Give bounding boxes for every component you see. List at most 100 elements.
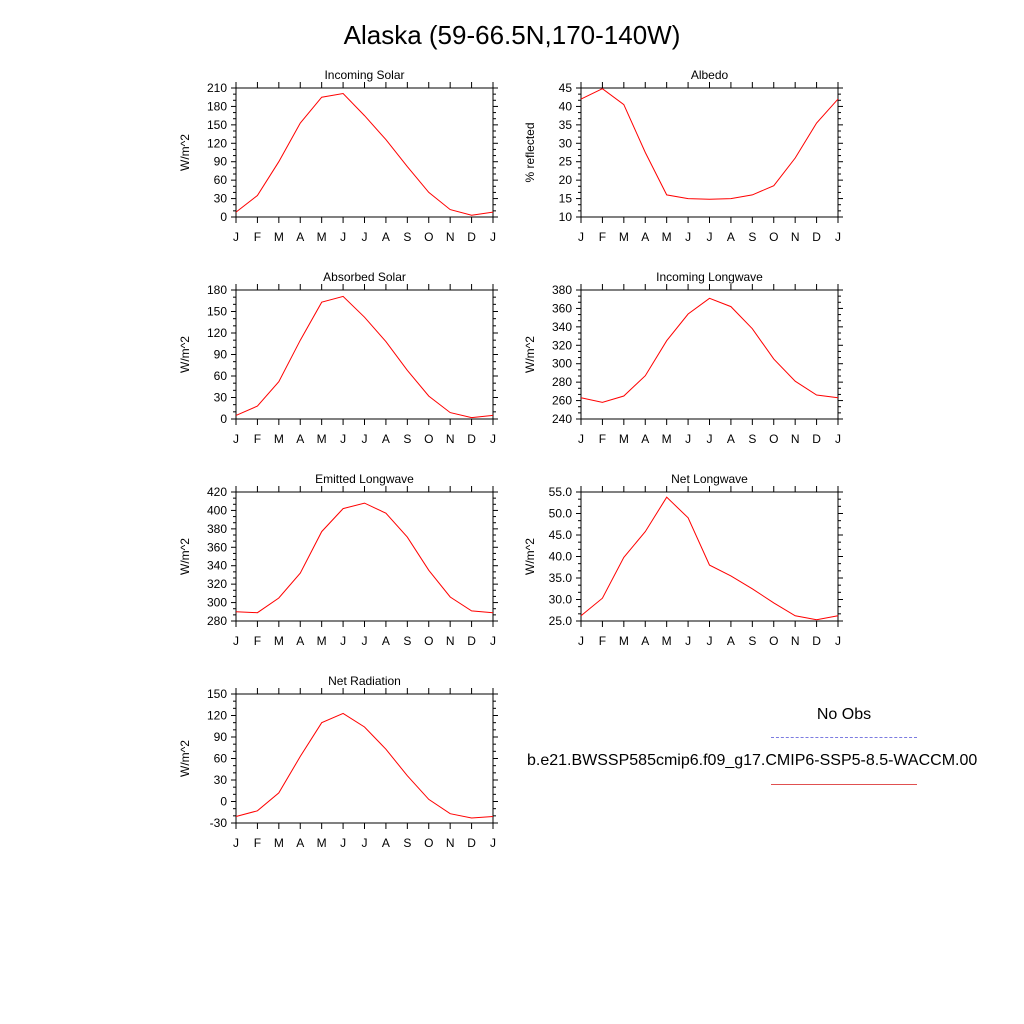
- x-tick-label-3-0: J: [578, 432, 584, 446]
- x-tick-label-1-2: M: [619, 230, 629, 244]
- plot-frame-4: [235, 491, 494, 622]
- x-tick-label-4-9: O: [424, 634, 433, 648]
- y-axis-label-3: W/m^2: [523, 336, 537, 373]
- x-tick-label-4-11: D: [467, 634, 476, 648]
- plot-frame-6: [235, 693, 494, 824]
- x-tick-label-1-12: J: [835, 230, 841, 244]
- y-tick-label-6-3: 60: [214, 752, 228, 766]
- y-axis-label-4: W/m^2: [178, 538, 192, 575]
- y-tick-label-2-4: 120: [207, 326, 227, 340]
- y-tick-label-5-5: 50.0: [549, 507, 573, 521]
- x-tick-label-2-7: A: [382, 432, 390, 446]
- series-line-2: [235, 295, 494, 419]
- x-tick-label-5-0: J: [578, 634, 584, 648]
- x-tick-label-6-0: J: [233, 836, 239, 850]
- y-axis-label-6: W/m^2: [178, 740, 192, 777]
- y-tick-label-5-0: 25.0: [549, 614, 573, 628]
- y-axis-label-5: W/m^2: [523, 538, 537, 575]
- x-tick-label-4-1: F: [254, 634, 261, 648]
- x-tick-label-0-5: J: [340, 230, 346, 244]
- x-tick-label-0-2: M: [274, 230, 284, 244]
- x-tick-label-2-6: J: [362, 432, 368, 446]
- x-tick-label-3-11: D: [812, 432, 821, 446]
- y-tick-label-1-5: 35: [559, 118, 573, 132]
- x-tick-label-1-10: N: [791, 230, 800, 244]
- x-tick-label-6-8: S: [403, 836, 411, 850]
- y-tick-label-0-4: 120: [207, 136, 227, 150]
- x-tick-label-2-8: S: [403, 432, 411, 446]
- x-tick-label-5-8: S: [748, 634, 756, 648]
- x-tick-label-2-12: J: [490, 432, 496, 446]
- series-line-3: [580, 297, 839, 403]
- x-tick-label-3-9: O: [769, 432, 778, 446]
- x-tick-label-2-2: M: [274, 432, 284, 446]
- y-tick-label-6-6: 150: [207, 687, 227, 701]
- y-tick-label-4-3: 340: [207, 559, 227, 573]
- y-tick-label-1-7: 45: [559, 81, 573, 95]
- x-tick-label-6-2: M: [274, 836, 284, 850]
- y-tick-label-3-6: 360: [552, 301, 572, 315]
- x-tick-label-5-7: A: [727, 634, 735, 648]
- x-tick-label-2-11: D: [467, 432, 476, 446]
- x-tick-label-1-1: F: [599, 230, 606, 244]
- x-tick-label-1-3: A: [641, 230, 649, 244]
- chart-title-3: Incoming Longwave: [656, 270, 763, 284]
- x-tick-label-4-6: J: [362, 634, 368, 648]
- y-tick-label-2-2: 60: [214, 369, 228, 383]
- x-tick-label-1-8: S: [748, 230, 756, 244]
- x-tick-label-4-10: N: [446, 634, 455, 648]
- x-tick-label-4-4: M: [317, 634, 327, 648]
- x-tick-label-4-7: A: [382, 634, 390, 648]
- x-tick-label-6-9: O: [424, 836, 433, 850]
- x-tick-label-1-4: M: [662, 230, 672, 244]
- x-tick-label-2-3: A: [296, 432, 304, 446]
- y-tick-label-3-5: 340: [552, 320, 572, 334]
- x-tick-label-1-11: D: [812, 230, 821, 244]
- y-tick-label-4-4: 360: [207, 540, 227, 554]
- x-tick-label-5-9: O: [769, 634, 778, 648]
- y-tick-label-6-0: -30: [210, 816, 228, 830]
- y-tick-label-4-1: 300: [207, 596, 227, 610]
- x-tick-label-5-5: J: [685, 634, 691, 648]
- x-tick-label-4-2: M: [274, 634, 284, 648]
- chart-title-5: Net Longwave: [671, 472, 748, 486]
- chart-title-4: Emitted Longwave: [315, 472, 414, 486]
- y-tick-label-2-6: 180: [207, 283, 227, 297]
- y-tick-label-4-7: 420: [207, 485, 227, 499]
- x-tick-label-5-2: M: [619, 634, 629, 648]
- x-tick-label-0-10: N: [446, 230, 455, 244]
- chart-title-6: Net Radiation: [328, 674, 401, 688]
- x-tick-label-2-0: J: [233, 432, 239, 446]
- x-tick-label-3-8: S: [748, 432, 756, 446]
- legend-case-line: [771, 784, 917, 785]
- x-tick-label-5-3: A: [641, 634, 649, 648]
- series-line-4: [235, 502, 494, 614]
- y-tick-label-5-1: 30.0: [549, 593, 573, 607]
- y-tick-label-1-3: 25: [559, 155, 573, 169]
- y-tick-label-6-1: 0: [220, 795, 227, 809]
- x-tick-label-0-1: F: [254, 230, 261, 244]
- page-title: Alaska (59-66.5N,170-140W): [343, 20, 681, 50]
- x-tick-label-5-1: F: [599, 634, 606, 648]
- y-tick-label-2-3: 90: [214, 348, 228, 362]
- x-tick-label-4-12: J: [490, 634, 496, 648]
- plot-frame-0: [235, 87, 494, 218]
- y-tick-label-4-0: 280: [207, 614, 227, 628]
- x-tick-label-6-5: J: [340, 836, 346, 850]
- y-tick-label-2-1: 30: [214, 391, 228, 405]
- y-tick-label-3-4: 320: [552, 338, 572, 352]
- plot-frame-5: [580, 491, 839, 622]
- y-tick-label-5-3: 40.0: [549, 550, 573, 564]
- x-tick-label-2-4: M: [317, 432, 327, 446]
- x-tick-label-6-12: J: [490, 836, 496, 850]
- x-tick-label-1-0: J: [578, 230, 584, 244]
- x-tick-label-0-9: O: [424, 230, 433, 244]
- x-tick-label-4-0: J: [233, 634, 239, 648]
- x-tick-label-5-11: D: [812, 634, 821, 648]
- x-tick-label-1-5: J: [685, 230, 691, 244]
- x-tick-label-2-10: N: [446, 432, 455, 446]
- x-tick-label-4-3: A: [296, 634, 304, 648]
- y-tick-label-2-5: 150: [207, 305, 227, 319]
- x-tick-label-0-4: M: [317, 230, 327, 244]
- x-tick-label-0-12: J: [490, 230, 496, 244]
